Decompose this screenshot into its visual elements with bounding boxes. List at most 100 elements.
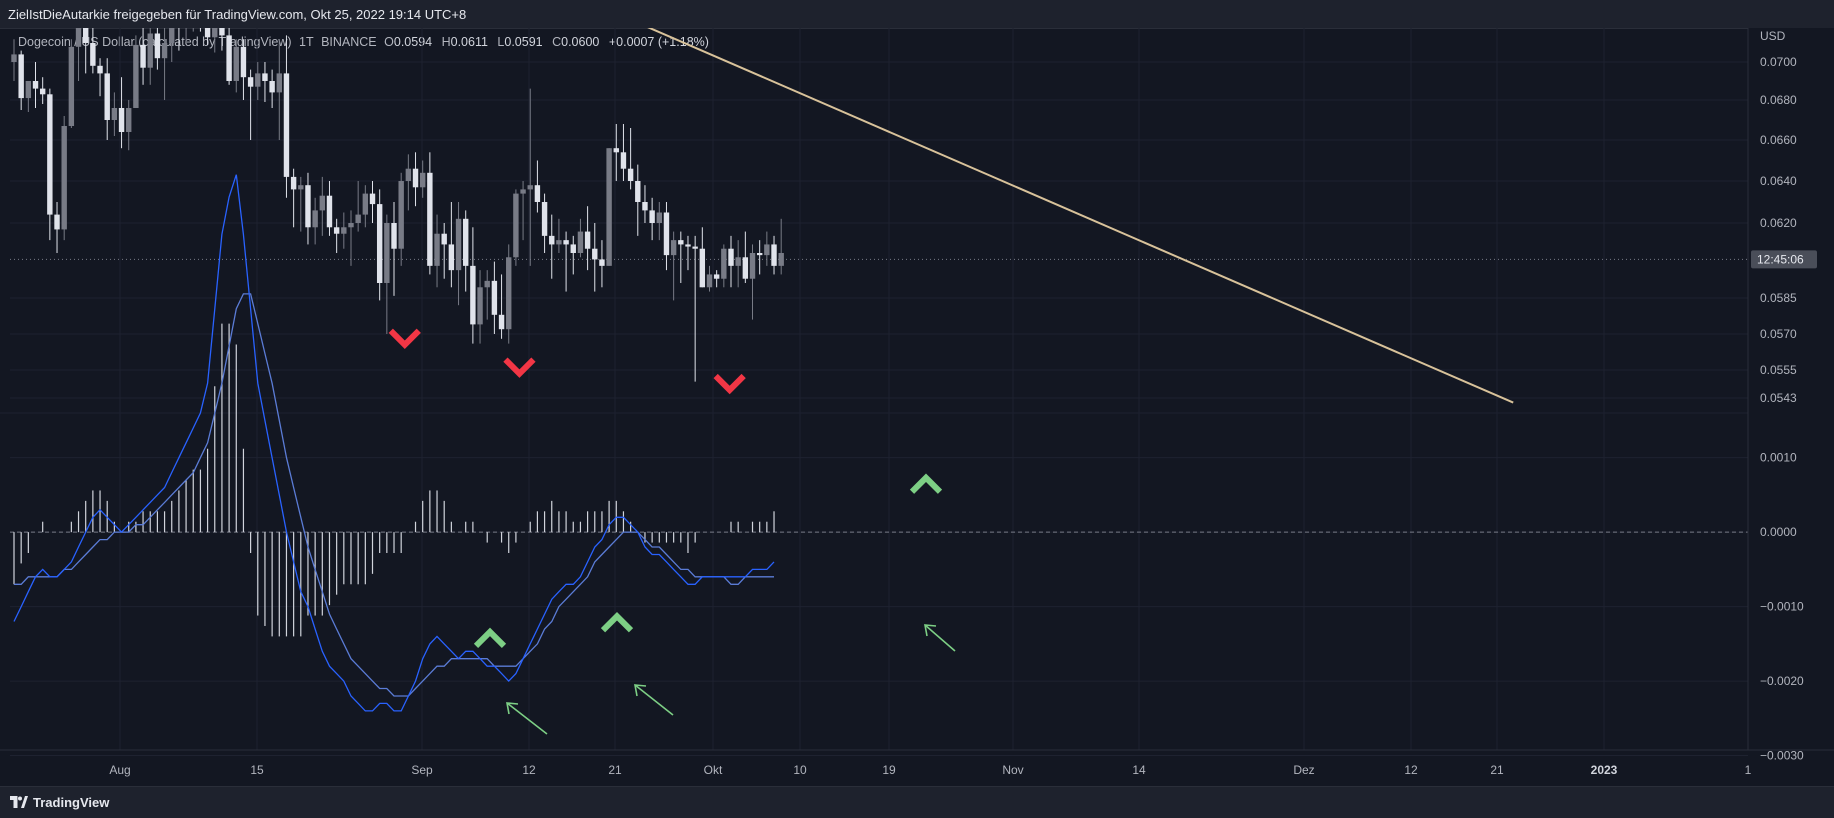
trendline[interactable] xyxy=(605,28,1514,404)
candle-body[interactable] xyxy=(419,172,426,188)
candle-body[interactable] xyxy=(563,240,569,245)
price-axis[interactable] xyxy=(1748,28,1834,786)
candle-body[interactable] xyxy=(25,81,32,99)
candle-body[interactable] xyxy=(520,189,526,194)
candle-body[interactable] xyxy=(427,172,433,266)
candle-body[interactable] xyxy=(11,54,17,62)
candle-body[interactable] xyxy=(369,193,376,205)
candle-body[interactable] xyxy=(219,28,225,36)
candle-body[interactable] xyxy=(276,73,282,93)
candle-body[interactable] xyxy=(584,231,591,249)
candle-body[interactable] xyxy=(577,231,584,253)
candle-body[interactable] xyxy=(706,274,713,288)
candle-body[interactable] xyxy=(312,210,318,228)
candle-body[interactable] xyxy=(742,257,749,279)
candle-body[interactable] xyxy=(333,227,340,234)
candle-body[interactable] xyxy=(692,246,698,249)
candle-body[interactable] xyxy=(764,244,770,256)
candle-body[interactable] xyxy=(699,248,706,288)
candle-body[interactable] xyxy=(90,43,96,66)
candle-body[interactable] xyxy=(97,65,103,74)
candle-body[interactable] xyxy=(75,28,82,47)
candle-body[interactable] xyxy=(133,44,139,108)
candle-body[interactable] xyxy=(376,204,383,283)
candle-body[interactable] xyxy=(212,28,218,38)
candle-body[interactable] xyxy=(477,287,483,325)
candle-body[interactable] xyxy=(154,33,161,59)
candle-body[interactable] xyxy=(355,214,361,223)
chart-canvas[interactable]: USD 0.0700 0.0680 0.0660 0.0640 0.0620 0.0585 0… xyxy=(0,28,1834,786)
candle-body[interactable] xyxy=(749,253,756,279)
candle-body[interactable] xyxy=(83,28,89,43)
candle-body[interactable] xyxy=(670,240,677,256)
candle-body[interactable] xyxy=(54,214,60,230)
candle-body[interactable] xyxy=(204,28,211,38)
candle-body[interactable] xyxy=(283,73,290,177)
candle-body[interactable] xyxy=(606,148,612,266)
candle-body[interactable] xyxy=(771,244,777,266)
candle-body[interactable] xyxy=(68,46,75,126)
candle-body[interactable] xyxy=(498,314,505,330)
candle-body[interactable] xyxy=(319,195,326,211)
candle-body[interactable] xyxy=(721,248,727,279)
buy-marker-icon[interactable] xyxy=(473,627,507,649)
candle-body[interactable] xyxy=(233,46,239,81)
sell-marker-icon[interactable] xyxy=(388,328,421,350)
candle-body[interactable] xyxy=(613,148,619,153)
sell-marker-icon[interactable] xyxy=(503,357,536,378)
candle-body[interactable] xyxy=(18,54,24,99)
candle-body[interactable] xyxy=(298,185,304,190)
candle-body[interactable] xyxy=(398,181,404,249)
candle-body[interactable] xyxy=(391,223,397,249)
candle-body[interactable] xyxy=(240,46,247,78)
candle-body[interactable] xyxy=(104,73,110,120)
candle-body[interactable] xyxy=(262,73,268,81)
candle-body[interactable] xyxy=(627,168,634,181)
candle-body[interactable] xyxy=(290,176,297,190)
candle-body[interactable] xyxy=(455,218,462,271)
candle-body[interactable] xyxy=(448,244,455,271)
legend-interval[interactable]: 1T xyxy=(299,35,314,49)
candle-body[interactable] xyxy=(549,235,555,245)
candle-body[interactable] xyxy=(506,257,512,330)
tradingview-logo-icon[interactable] xyxy=(10,796,28,808)
candle-body[interactable] xyxy=(556,240,562,245)
candle-body[interactable] xyxy=(255,73,261,87)
candle-body[interactable] xyxy=(656,212,662,224)
candle-body[interactable] xyxy=(756,253,763,256)
candle-body[interactable] xyxy=(169,28,175,43)
candle-body[interactable] xyxy=(147,33,153,68)
candle-body[interactable] xyxy=(305,185,311,228)
candle-body[interactable] xyxy=(326,195,333,228)
candle-body[interactable] xyxy=(635,181,641,202)
candle-body[interactable] xyxy=(434,233,440,266)
candle-body[interactable] xyxy=(778,253,784,266)
candle-body[interactable] xyxy=(341,227,347,234)
candle-body[interactable] xyxy=(226,35,232,81)
candle-body[interactable] xyxy=(126,108,132,132)
candle-body[interactable] xyxy=(513,193,519,258)
candle-body[interactable] xyxy=(713,274,720,279)
candle-body[interactable] xyxy=(47,94,53,215)
candle-body[interactable] xyxy=(599,259,605,266)
candle-body[interactable] xyxy=(61,126,67,230)
candle-body[interactable] xyxy=(140,44,146,68)
candle-body[interactable] xyxy=(534,185,541,202)
candle-body[interactable] xyxy=(269,81,275,93)
candle-body[interactable] xyxy=(362,193,369,215)
candle-body[interactable] xyxy=(247,77,254,87)
candle-body[interactable] xyxy=(735,257,741,266)
buy-marker-icon[interactable] xyxy=(600,612,634,633)
candle-body[interactable] xyxy=(111,108,118,120)
candle-body[interactable] xyxy=(642,202,648,211)
candle-body[interactable] xyxy=(463,218,469,266)
candle-body[interactable] xyxy=(663,212,670,256)
candle-body[interactable] xyxy=(570,244,576,253)
candle-body[interactable] xyxy=(161,43,168,59)
candle-body[interactable] xyxy=(470,265,476,325)
candle-body[interactable] xyxy=(484,280,490,288)
candle-body[interactable] xyxy=(412,168,419,188)
candle-body[interactable] xyxy=(527,185,533,190)
candle-body[interactable] xyxy=(649,210,655,223)
candle-body[interactable] xyxy=(685,244,691,247)
